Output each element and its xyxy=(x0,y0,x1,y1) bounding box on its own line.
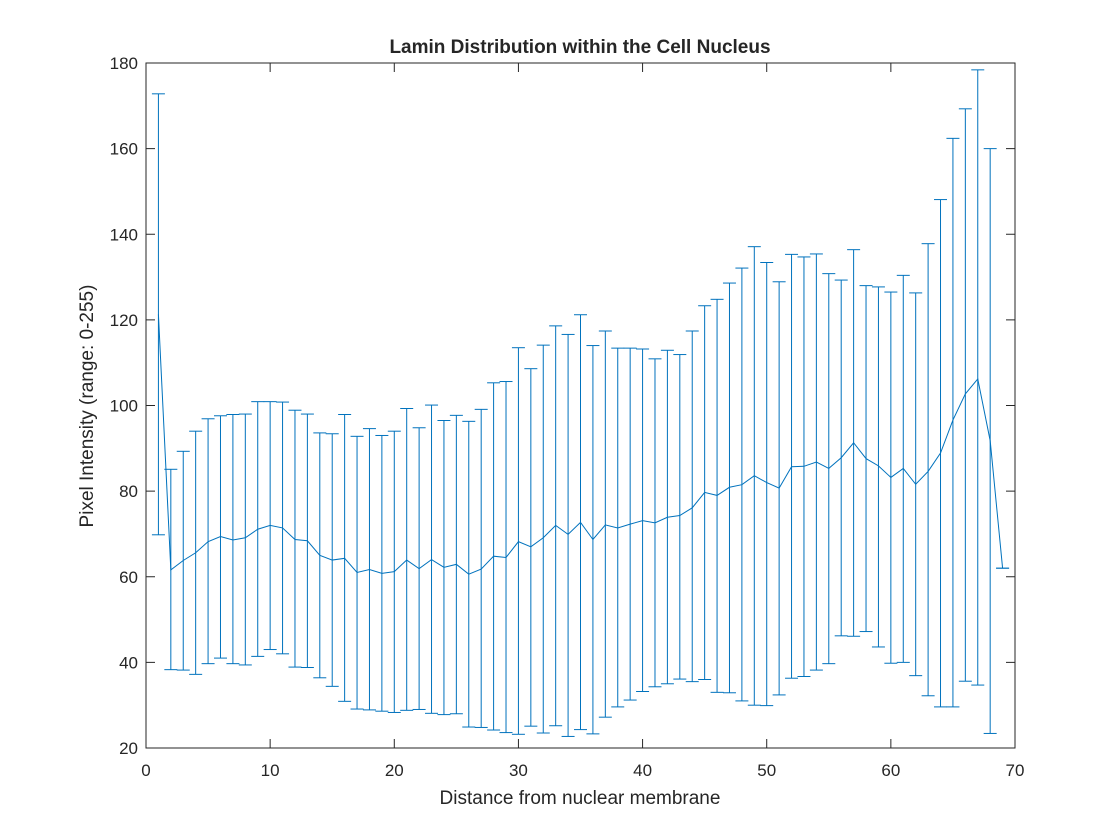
x-tick-label: 10 xyxy=(261,761,280,780)
x-tick-label: 70 xyxy=(1006,761,1025,780)
y-tick-label: 180 xyxy=(110,54,138,73)
y-tick-label: 20 xyxy=(119,739,138,758)
x-axis-label: Distance from nuclear membrane xyxy=(440,788,721,809)
x-tick-label: 30 xyxy=(509,761,528,780)
y-tick-label: 120 xyxy=(110,311,138,330)
chart-title: Lamin Distribution within the Cell Nucle… xyxy=(389,37,770,58)
y-tick-label: 40 xyxy=(119,653,138,672)
y-tick-label: 100 xyxy=(110,397,138,416)
series-mean-line xyxy=(157,314,1004,575)
x-tick-label: 40 xyxy=(633,761,652,780)
x-tick-label: 0 xyxy=(141,761,150,780)
x-tick-label: 50 xyxy=(757,761,776,780)
x-axis-ticks: 0 10 20 30 40 50 60 70 xyxy=(141,63,1024,780)
x-tick-label: 60 xyxy=(881,761,900,780)
y-tick-label: 80 xyxy=(119,482,138,501)
y-tick-label: 160 xyxy=(110,140,138,159)
y-tick-label: 140 xyxy=(110,225,138,244)
x-tick-label: 20 xyxy=(385,761,404,780)
y-axis-ticks: 20 40 60 80 100 120 140 160 180 xyxy=(110,54,1015,758)
y-tick-label: 60 xyxy=(119,568,138,587)
y-axis-label: Pixel Intensity (range: 0-255) xyxy=(77,285,98,528)
